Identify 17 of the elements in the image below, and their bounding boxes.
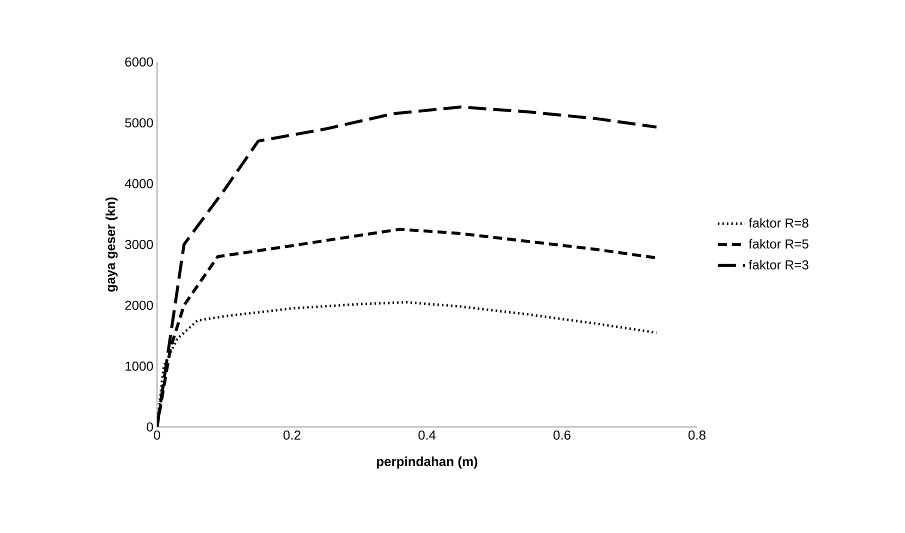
x-tick-label: 0	[154, 430, 160, 440]
y-tick-label: 0	[146, 422, 153, 432]
x-tick-label: 0.6	[553, 430, 570, 440]
x-tick-label: 0.4	[418, 430, 436, 440]
y-axis-title: gaya geser (kn)	[106, 197, 118, 292]
legend-label: faktor R=5	[748, 239, 808, 249]
x-tick-label: 0.8	[688, 430, 706, 440]
x-tick-label: 0.2	[283, 430, 300, 440]
y-tick-label: 5000	[125, 118, 153, 128]
y-tick-label: 6000	[125, 57, 153, 67]
y-tick-label: 4000	[124, 179, 153, 188]
x-axis-title: perpindahan (m)	[376, 456, 478, 469]
y-tick-label: 1000	[126, 362, 153, 371]
y-tick-label: 3000	[125, 240, 153, 250]
y-tick-label: 2000	[125, 300, 153, 310]
legend-label: faktor R=3	[748, 260, 808, 270]
legend-label: faktor R=8	[748, 218, 808, 228]
